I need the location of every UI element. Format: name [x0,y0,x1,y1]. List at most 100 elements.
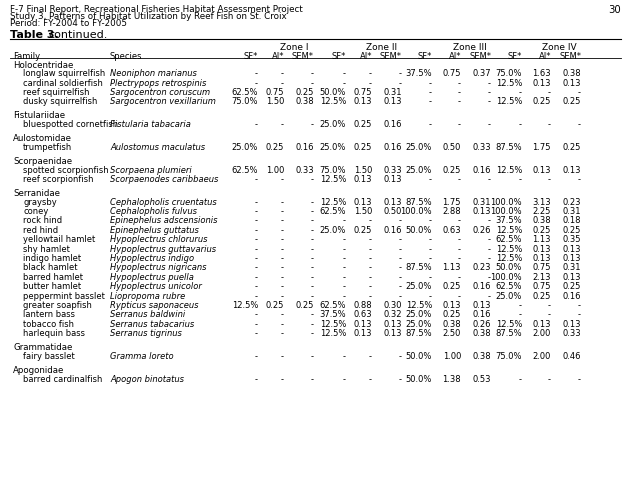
Text: 0.32: 0.32 [384,311,402,319]
Text: -: - [399,254,402,263]
Text: 75.0%: 75.0% [319,166,346,175]
Text: -: - [281,352,284,361]
Text: 0.26: 0.26 [472,320,491,329]
Text: 1.13: 1.13 [442,263,461,273]
Text: Zone I: Zone I [280,43,308,52]
Text: reef scorpionfish: reef scorpionfish [23,175,93,184]
Text: 1.00: 1.00 [266,166,284,175]
Text: 0.33: 0.33 [384,166,402,175]
Text: -: - [281,69,284,78]
Text: -: - [281,263,284,273]
Text: -: - [255,79,258,88]
Text: 0.26: 0.26 [472,226,491,235]
Text: Table 3.: Table 3. [10,30,59,40]
Text: -: - [369,235,372,244]
Text: graysby: graysby [23,198,57,206]
Text: 0.33: 0.33 [295,166,314,175]
Text: 1.75: 1.75 [532,143,551,152]
Text: -: - [548,120,551,129]
Text: barred hamlet: barred hamlet [23,273,83,282]
Text: Hypoplectrus guttavarius: Hypoplectrus guttavarius [110,244,216,254]
Text: 30: 30 [608,5,621,15]
Text: butter hamlet: butter hamlet [23,282,81,291]
Text: Fistularia tabacaria: Fistularia tabacaria [110,120,191,129]
Text: -: - [548,375,551,384]
Text: -: - [311,235,314,244]
Text: 12.5%: 12.5% [319,175,346,184]
Text: Scorpaena plumieri: Scorpaena plumieri [110,166,192,175]
Text: Apogonidae: Apogonidae [13,366,64,375]
Text: -: - [488,244,491,254]
Text: harlequin bass: harlequin bass [23,329,85,338]
Text: 0.75: 0.75 [532,263,551,273]
Text: -: - [343,282,346,291]
Text: 12.5%: 12.5% [319,97,346,107]
Text: -: - [311,175,314,184]
Text: 0.13: 0.13 [384,320,402,329]
Text: bluespotted cornetfish: bluespotted cornetfish [23,120,118,129]
Text: -: - [343,217,346,225]
Text: 3.13: 3.13 [532,198,551,206]
Text: -: - [281,244,284,254]
Text: -: - [519,311,522,319]
Text: 0.13: 0.13 [442,301,461,310]
Text: AI*: AI* [360,52,372,61]
Text: -: - [281,282,284,291]
Text: 0.13: 0.13 [532,320,551,329]
Text: -: - [281,198,284,206]
Text: 0.38: 0.38 [442,320,461,329]
Text: peppermint basslet: peppermint basslet [23,292,105,300]
Text: -: - [343,292,346,300]
Text: 0.25: 0.25 [563,282,581,291]
Text: black hamlet: black hamlet [23,263,77,273]
Text: Family: Family [13,52,40,61]
Text: fairy basslet: fairy basslet [23,352,75,361]
Text: shy hamlet: shy hamlet [23,244,70,254]
Text: Serranidae: Serranidae [13,189,60,198]
Text: -: - [255,120,258,129]
Text: -: - [281,273,284,282]
Text: 0.75: 0.75 [265,88,284,97]
Text: -: - [255,217,258,225]
Text: 0.25: 0.25 [563,226,581,235]
Text: 0.25: 0.25 [266,301,284,310]
Text: 0.16: 0.16 [472,166,491,175]
Text: 1.38: 1.38 [442,375,461,384]
Text: -: - [311,120,314,129]
Text: -: - [399,217,402,225]
Text: -: - [519,120,522,129]
Text: 0.13: 0.13 [353,175,372,184]
Text: 25.0%: 25.0% [406,320,432,329]
Text: Hypoplectrus puella: Hypoplectrus puella [110,273,194,282]
Text: 0.16: 0.16 [472,311,491,319]
Text: AI*: AI* [539,52,551,61]
Text: 2.00: 2.00 [532,352,551,361]
Text: SF*: SF* [418,52,432,61]
Text: -: - [429,88,432,97]
Text: 0.25: 0.25 [563,143,581,152]
Text: 1.50: 1.50 [353,166,372,175]
Text: 0.35: 0.35 [563,235,581,244]
Text: Hypoplectrus chlorurus: Hypoplectrus chlorurus [110,235,207,244]
Text: Serranus baldwini: Serranus baldwini [110,311,185,319]
Text: -: - [311,254,314,263]
Text: 2.50: 2.50 [443,329,461,338]
Text: 1.00: 1.00 [443,352,461,361]
Text: -: - [311,273,314,282]
Text: Aulostomus maculatus: Aulostomus maculatus [110,143,205,152]
Text: -: - [548,88,551,97]
Text: Holocentridae: Holocentridae [13,60,73,70]
Text: SF*: SF* [331,52,346,61]
Text: 0.75: 0.75 [532,282,551,291]
Text: Zone III: Zone III [452,43,486,52]
Text: Liopropoma rubre: Liopropoma rubre [110,292,185,300]
Text: 62.5%: 62.5% [231,88,258,97]
Text: -: - [343,254,346,263]
Text: -: - [578,175,581,184]
Text: -: - [343,273,346,282]
Text: Serranus tabacarius: Serranus tabacarius [110,320,194,329]
Text: rock hind: rock hind [23,217,62,225]
Text: -: - [311,320,314,329]
Text: 0.25: 0.25 [295,88,314,97]
Text: 100.0%: 100.0% [490,198,522,206]
